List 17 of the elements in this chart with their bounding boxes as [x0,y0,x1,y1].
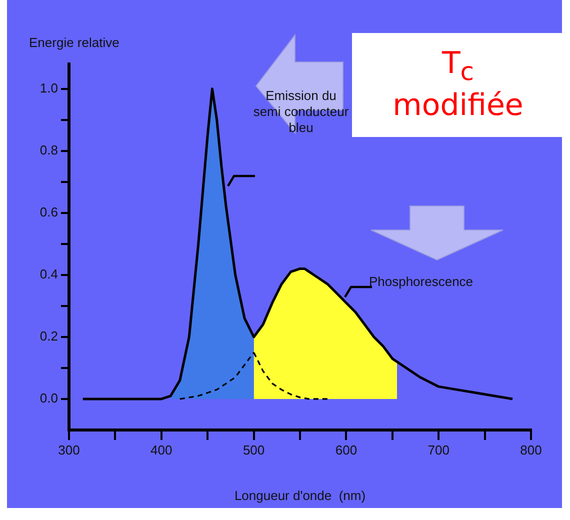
y-tick-label: 0.2 [40,328,58,344]
y-tick-label: 0.0 [40,390,58,406]
annotation: Phosphorescence [368,274,474,289]
annotation: Emission du semi conducteur bleu [253,88,350,135]
x-axis-title: Longueur d'onde (nm) [234,488,366,503]
x-tick-label: 600 [335,442,358,458]
y-tick-label: 0.8 [40,142,58,158]
y-tick-label: 0.4 [40,266,58,282]
x-tick-label: 400 [150,442,172,458]
x-tick-label: 800 [520,442,542,458]
x-tick-label: 300 [58,442,80,458]
annotation: T$_{c}$ modifiée [352,33,564,137]
y-axis-title: Energie relative [29,35,120,50]
x-tick-label: 700 [428,442,450,458]
x-tick-label: 500 [242,442,265,458]
y-tick-label: 0.6 [40,204,58,220]
y-tick-label: 1.0 [40,80,58,96]
